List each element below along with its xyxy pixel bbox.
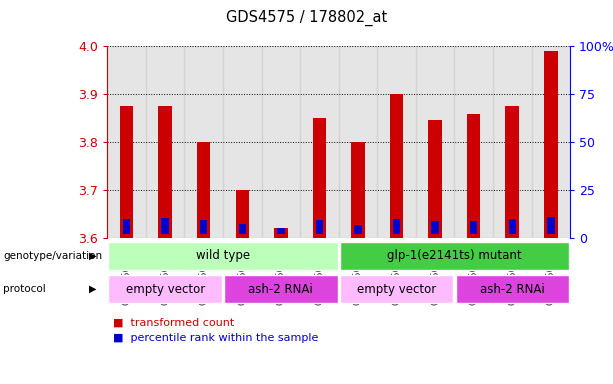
Bar — [158, 106, 172, 238]
FancyBboxPatch shape — [340, 242, 569, 270]
Text: empty vector: empty vector — [126, 283, 205, 296]
Bar — [197, 142, 210, 238]
Bar — [506, 106, 519, 238]
Bar — [185, 46, 223, 238]
Bar — [467, 114, 481, 238]
Text: ■  percentile rank within the sample: ■ percentile rank within the sample — [113, 333, 319, 343]
FancyBboxPatch shape — [455, 275, 569, 303]
FancyBboxPatch shape — [340, 275, 453, 303]
Bar — [107, 46, 146, 238]
Bar — [416, 46, 454, 238]
Bar — [274, 227, 287, 238]
Text: wild type: wild type — [196, 249, 250, 262]
Bar — [146, 46, 185, 238]
Bar — [428, 121, 442, 238]
Text: genotype/variation: genotype/variation — [3, 251, 102, 261]
Text: ▶: ▶ — [89, 284, 96, 294]
Bar — [432, 221, 439, 234]
Bar — [123, 219, 131, 234]
Text: ▶: ▶ — [89, 251, 96, 261]
Bar — [470, 221, 478, 234]
Bar — [300, 46, 338, 238]
Bar — [454, 46, 493, 238]
Bar — [238, 224, 246, 234]
Text: ■  transformed count: ■ transformed count — [113, 317, 235, 327]
Text: empty vector: empty vector — [357, 283, 436, 296]
FancyBboxPatch shape — [109, 275, 222, 303]
Bar — [223, 46, 262, 238]
Bar — [338, 46, 377, 238]
Bar — [235, 190, 249, 238]
FancyBboxPatch shape — [224, 275, 338, 303]
Bar — [351, 142, 365, 238]
Bar — [509, 219, 516, 234]
Bar — [377, 46, 416, 238]
Bar — [277, 228, 284, 234]
Bar — [200, 220, 207, 234]
Bar — [354, 225, 362, 234]
Text: GDS4575 / 178802_at: GDS4575 / 178802_at — [226, 10, 387, 26]
Bar — [547, 217, 555, 234]
Text: protocol: protocol — [3, 284, 46, 294]
Text: ash-2 RNAi: ash-2 RNAi — [480, 283, 544, 296]
Text: ash-2 RNAi: ash-2 RNAi — [248, 283, 313, 296]
Bar — [393, 219, 400, 234]
Bar — [161, 218, 169, 234]
Bar — [316, 220, 323, 234]
Bar — [493, 46, 531, 238]
Bar — [544, 51, 558, 238]
Text: glp-1(e2141ts) mutant: glp-1(e2141ts) mutant — [387, 249, 522, 262]
Bar — [531, 46, 570, 238]
Bar — [262, 46, 300, 238]
Bar — [120, 106, 133, 238]
Bar — [313, 118, 326, 238]
FancyBboxPatch shape — [109, 242, 338, 270]
Bar — [390, 94, 403, 238]
